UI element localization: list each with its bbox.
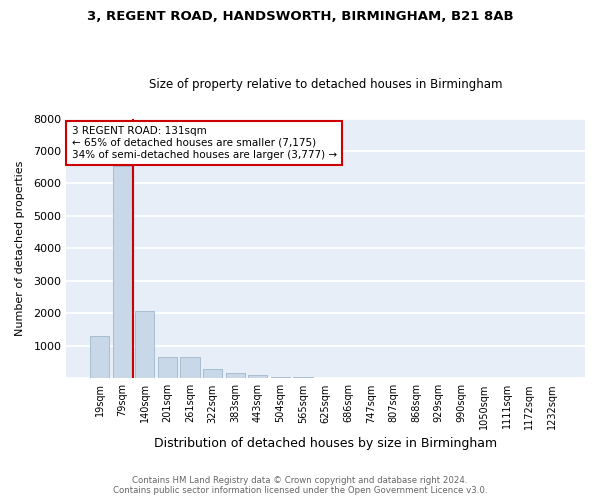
Text: 3, REGENT ROAD, HANDSWORTH, BIRMINGHAM, B21 8AB: 3, REGENT ROAD, HANDSWORTH, BIRMINGHAM, … <box>86 10 514 23</box>
Bar <box>226 374 245 378</box>
Bar <box>293 376 313 378</box>
Bar <box>135 311 154 378</box>
Bar <box>113 166 132 378</box>
Y-axis label: Number of detached properties: Number of detached properties <box>15 160 25 336</box>
X-axis label: Distribution of detached houses by size in Birmingham: Distribution of detached houses by size … <box>154 437 497 450</box>
Bar <box>271 376 290 378</box>
Text: 3 REGENT ROAD: 131sqm
← 65% of detached houses are smaller (7,175)
34% of semi-d: 3 REGENT ROAD: 131sqm ← 65% of detached … <box>71 126 337 160</box>
Bar <box>248 376 268 378</box>
Bar <box>158 356 177 378</box>
Text: Contains HM Land Registry data © Crown copyright and database right 2024.
Contai: Contains HM Land Registry data © Crown c… <box>113 476 487 495</box>
Title: Size of property relative to detached houses in Birmingham: Size of property relative to detached ho… <box>149 78 502 91</box>
Bar <box>203 369 222 378</box>
Bar <box>181 357 200 378</box>
Bar <box>90 336 109 378</box>
